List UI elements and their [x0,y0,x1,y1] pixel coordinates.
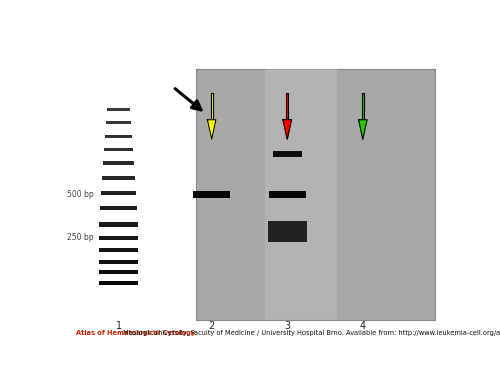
Bar [103,161,134,165]
Bar [100,222,138,227]
Bar [266,69,337,320]
Bar [194,191,230,198]
Bar [107,108,130,111]
Bar [100,236,138,240]
Polygon shape [208,120,216,139]
Polygon shape [358,120,367,139]
Bar [100,281,138,284]
Bar [100,270,138,274]
Bar [286,93,288,120]
Bar [196,69,434,320]
Text: 4: 4 [360,321,366,331]
Text: 500 bp: 500 bp [67,190,94,199]
Bar [100,260,138,263]
Text: 250 bp: 250 bp [67,233,94,242]
Bar [268,221,306,242]
Bar [100,248,138,252]
Bar [210,93,212,120]
Bar [105,135,132,138]
Text: 2: 2 [208,321,215,331]
Text: Masaryk University, Faculty of Medicine / University Hospital Brno. Available fr: Masaryk University, Faculty of Medicine … [122,330,500,336]
Text: Atlas of Hematological Cytology.: Atlas of Hematological Cytology. [76,330,197,336]
Polygon shape [283,120,292,139]
Bar [272,151,302,157]
Bar [100,206,137,210]
Text: 1: 1 [116,321,122,331]
Bar [101,191,136,195]
Bar [106,121,132,124]
Text: 3: 3 [284,321,290,331]
Bar [362,93,364,120]
Bar [104,148,133,151]
Bar [102,176,135,180]
Bar [269,191,306,198]
